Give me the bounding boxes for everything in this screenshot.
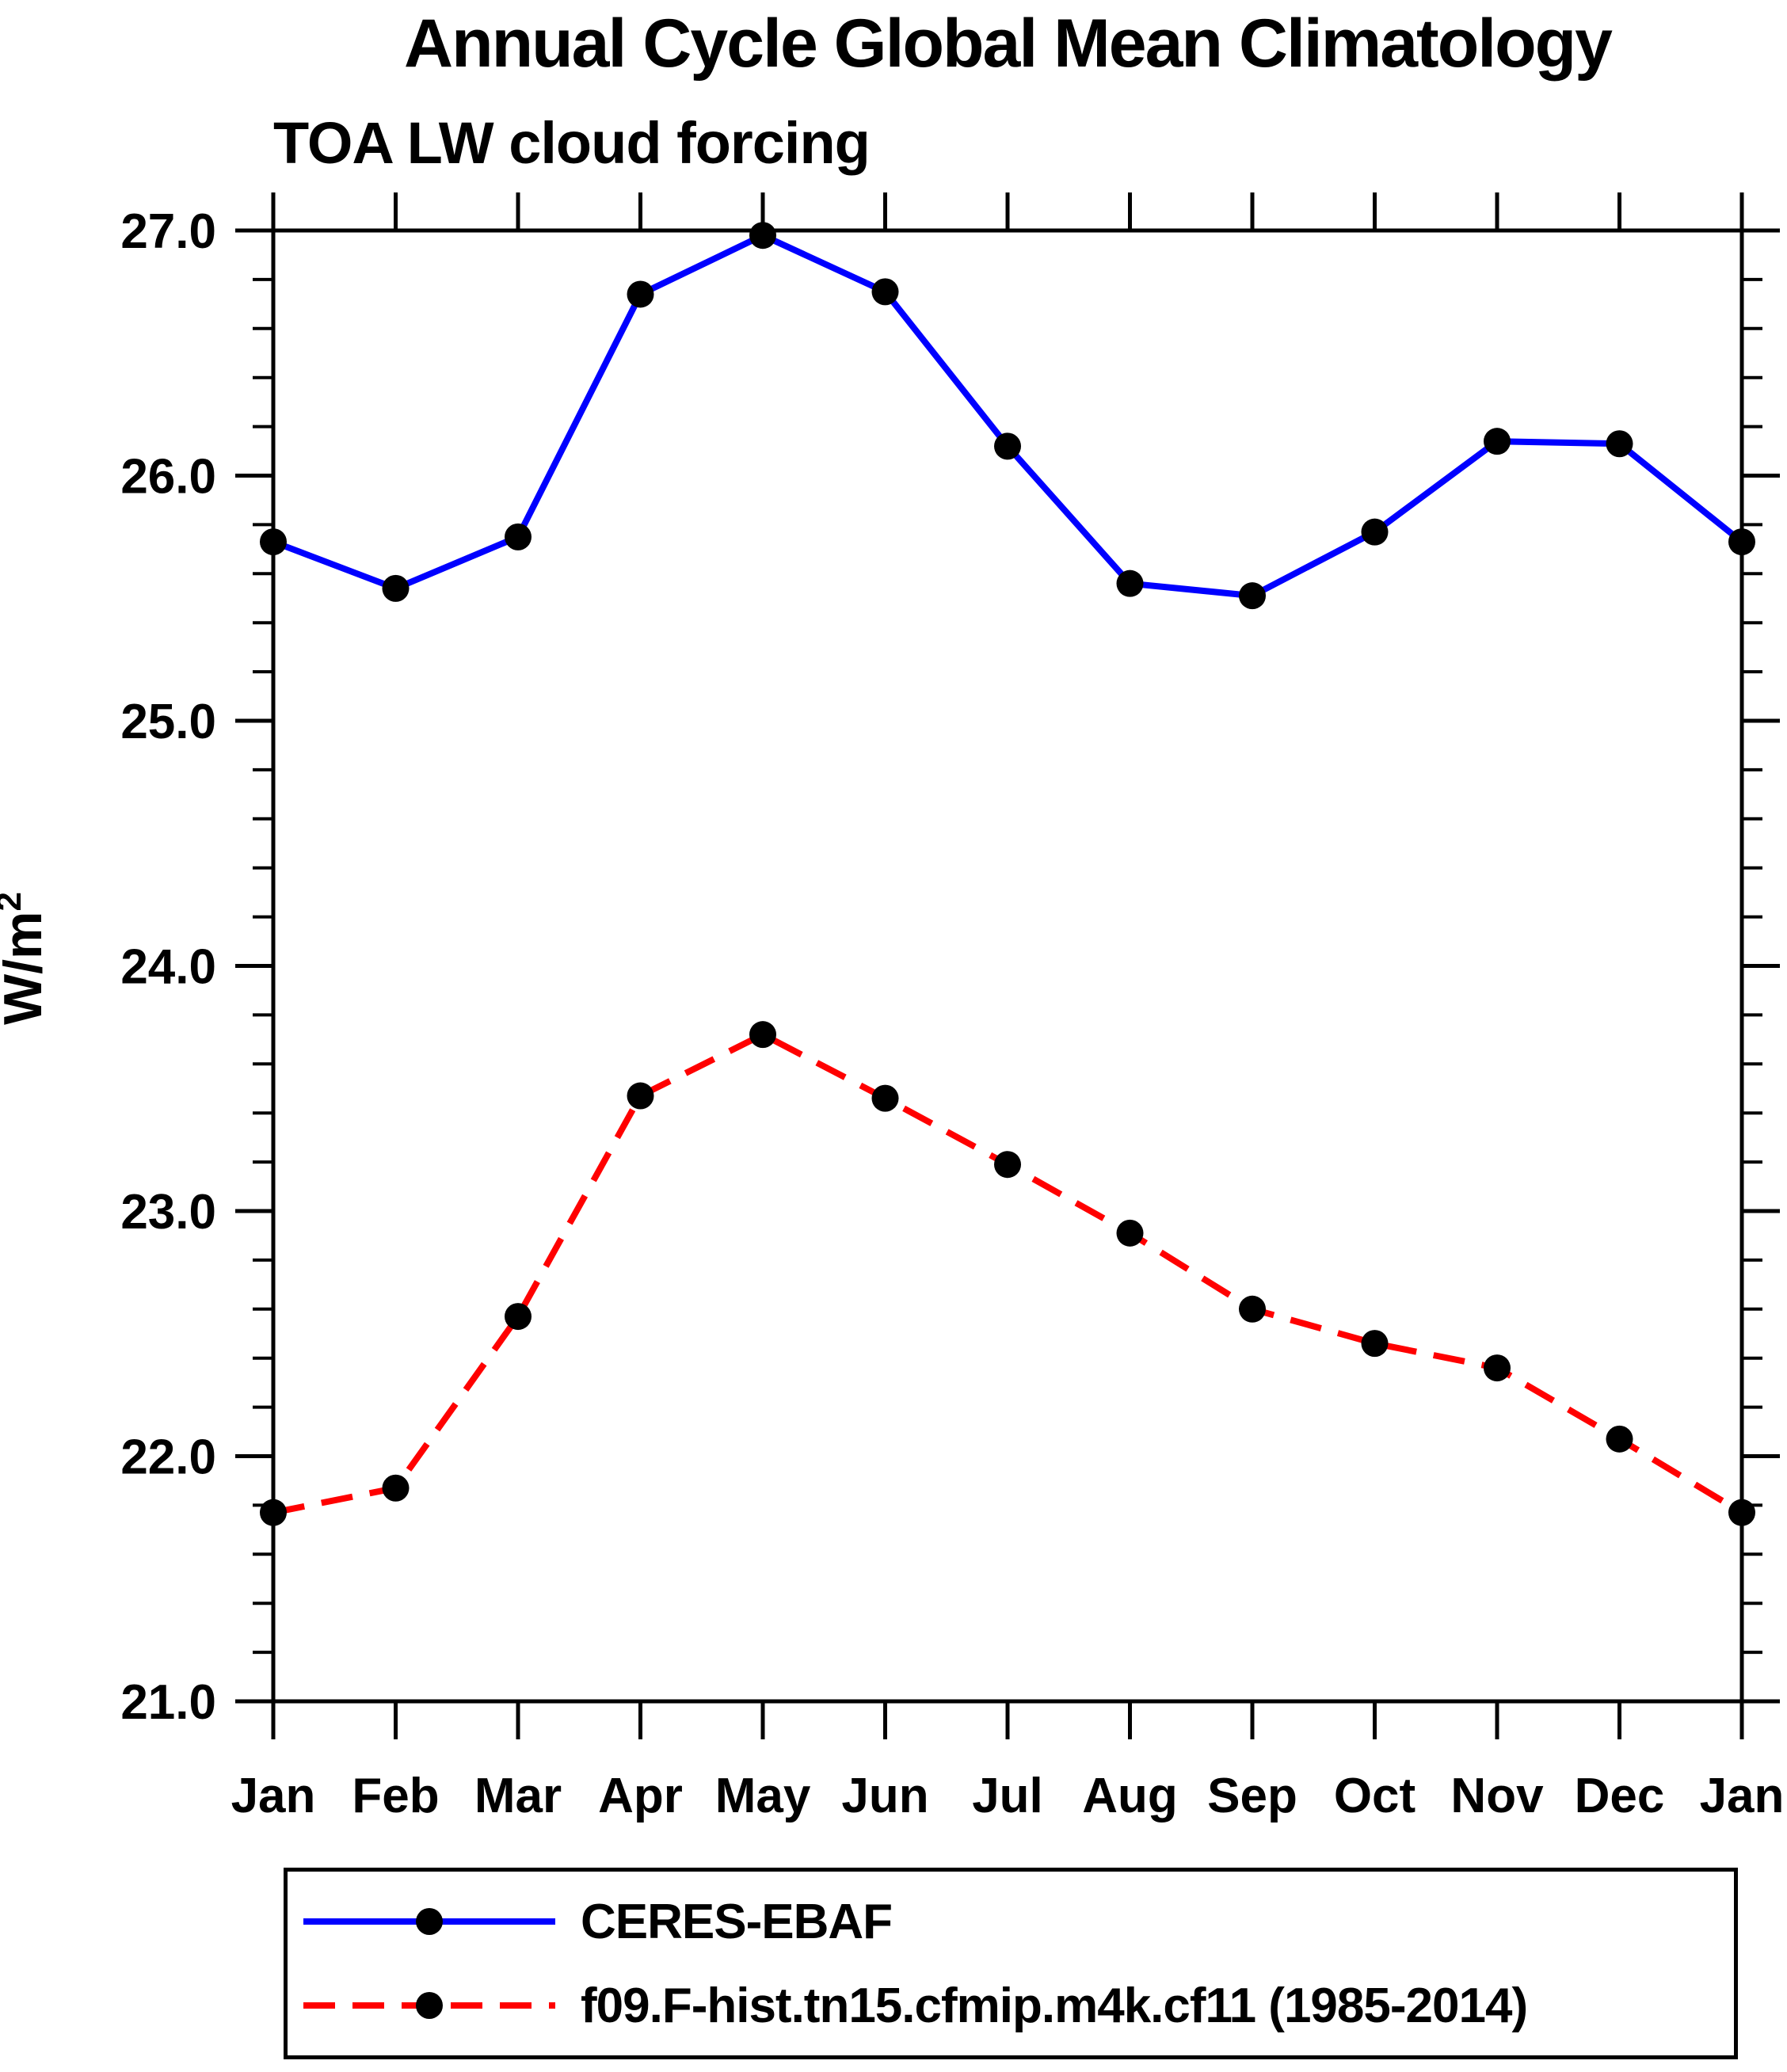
y-tick-label: 26.0 [120,450,216,505]
data-point-marker [627,280,654,308]
data-point-marker [382,1474,410,1502]
legend-row-ceres-ebaf: CERES-EBAF [299,1893,1734,1950]
data-point-marker [1484,428,1511,455]
series-line [272,231,1744,600]
x-tick-label: Jan [231,1769,316,1823]
data-point-marker [1606,430,1633,458]
series-ceres-ebaf [260,222,1755,610]
svg-text:W/m2: W/m2 [0,892,53,1025]
data-point-marker [1728,528,1755,556]
data-point-marker [994,1151,1021,1179]
data-point-marker [505,1303,532,1331]
legend-line-solid-icon [303,1908,555,1935]
x-tick-label: May [715,1769,811,1823]
series-line [272,1030,1744,1516]
y-tick-labels: 21.0 22.0 23.0 24.0 25.0 26.0 27.0 [120,204,216,1730]
data-point-marker [1606,1425,1633,1453]
y-tick-label: 25.0 [120,695,216,749]
y-tick-label: 24.0 [120,940,216,995]
x-ticks [271,192,1744,1739]
x-tick-label: Oct [1334,1769,1416,1823]
y-tick-label: 21.0 [120,1675,216,1730]
data-point-marker [505,523,532,550]
data-point-marker [994,432,1021,460]
series-model [260,1021,1755,1526]
data-point-marker [1361,518,1389,546]
y-axis-title: W/m2 [0,892,53,1025]
x-tick-label: Dec [1575,1769,1665,1823]
x-tick-label: Feb [352,1769,439,1823]
chart-subtitle: TOA LW cloud forcing [273,110,871,176]
data-point-marker [1728,1499,1755,1526]
data-point-marker [749,1021,776,1049]
x-tick-label: Mar [474,1769,562,1823]
x-tick-label: Jul [972,1769,1043,1823]
legend-label-model: f09.F-hist.tn15.cfmip.m4k.cf11 (1985-201… [581,1978,1528,2033]
x-tick-label: Sep [1207,1769,1297,1823]
data-point-marker [1361,1330,1389,1358]
data-point-marker [1484,1354,1511,1382]
y-tick-label: 23.0 [120,1185,216,1240]
data-point-marker [1116,1219,1144,1247]
data-point-marker [260,1499,287,1526]
y-ticks [235,228,1780,1704]
chart-title: Annual Cycle Global Mean Climatology [403,6,1613,82]
y-tick-label: 22.0 [120,1430,216,1485]
x-tick-label: Nov [1450,1769,1544,1823]
legend-label-ceres-ebaf: CERES-EBAF [581,1894,893,1949]
data-point-marker [871,1084,899,1112]
data-point-marker [749,222,776,249]
legend-line-dashed-icon [303,1992,555,2019]
x-tick-label: Apr [598,1769,683,1823]
legend-box: CERES-EBAF f09.F-hist.tn15.cfmip.m4k.cf1… [284,1868,1738,2059]
x-tick-labels: Jan Feb Mar Apr May Jun Jul Aug Sep Oct Nov Dec Jan [231,1769,1785,1823]
x-tick-label: Jun [841,1769,928,1823]
data-point-marker [1239,582,1266,610]
data-point-marker [871,278,899,306]
data-point-marker [260,528,287,556]
data-point-marker [627,1082,654,1110]
x-tick-label: Jan [1700,1769,1785,1823]
x-tick-label: Aug [1082,1769,1178,1823]
data-point-marker [1239,1295,1266,1323]
data-point-marker [1116,569,1144,597]
y-tick-label: 27.0 [120,204,216,259]
data-point-marker [382,574,410,602]
legend-row-model: f09.F-hist.tn15.cfmip.m4k.cf11 (1985-201… [299,1977,1734,2034]
